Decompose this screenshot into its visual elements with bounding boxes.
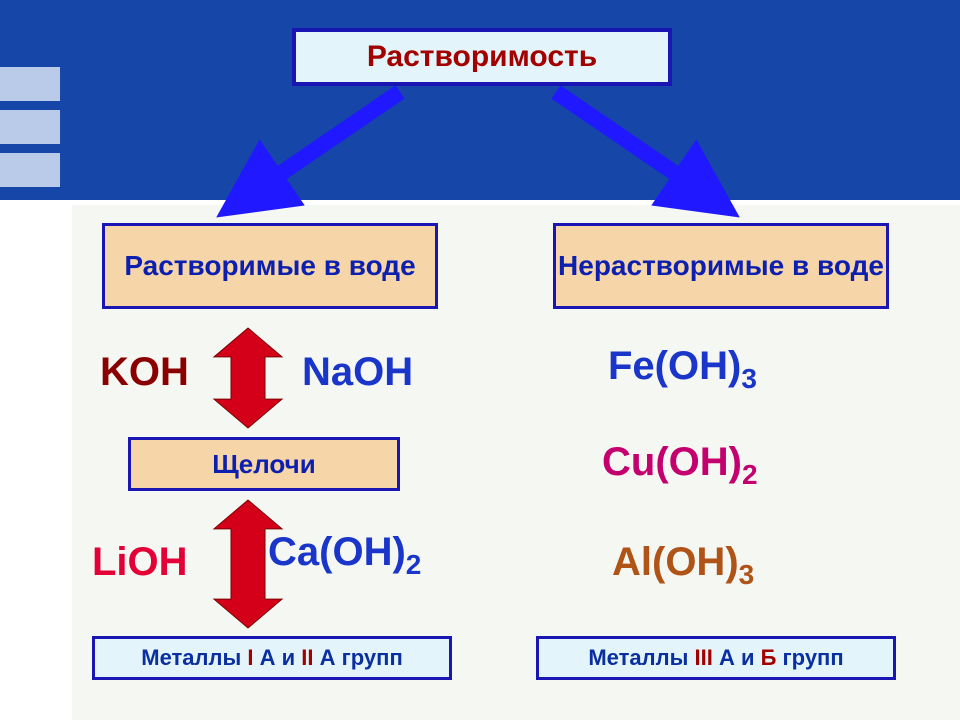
- title-text: Растворимость: [367, 40, 597, 74]
- formula-aloh3: Al(OH)3: [612, 540, 754, 591]
- left-stub-2: [0, 153, 60, 187]
- alkali-box: Щелочи: [128, 437, 400, 491]
- formula-lioh: LiOH: [92, 540, 188, 585]
- metals-right-box: Металлы III А и Б групп: [536, 636, 896, 680]
- left-stub-1: [0, 110, 60, 144]
- formula-cuoh2: Cu(OH)2: [602, 440, 758, 491]
- insoluble-label: Нерастворимые в воде: [558, 250, 884, 282]
- left-stub-0: [0, 67, 60, 101]
- alkali-label: Щелочи: [212, 449, 315, 480]
- soluble-box: Растворимые в воде: [102, 223, 438, 309]
- formula-naoh: NaOH: [302, 350, 413, 395]
- formula-caoh2: Ca(OH)2: [268, 530, 421, 581]
- metals-right-text: Металлы III А и Б групп: [588, 645, 843, 671]
- metals-left-box: Металлы I А и II А групп: [92, 636, 452, 680]
- formula-feoh3: Fe(OH)3: [608, 344, 757, 395]
- title-box: Растворимость: [292, 28, 672, 86]
- formula-koh: KOH: [100, 350, 189, 395]
- soluble-label: Растворимые в воде: [124, 250, 415, 282]
- insoluble-box: Нерастворимые в воде: [553, 223, 889, 309]
- metals-left-text: Металлы I А и II А групп: [141, 645, 403, 671]
